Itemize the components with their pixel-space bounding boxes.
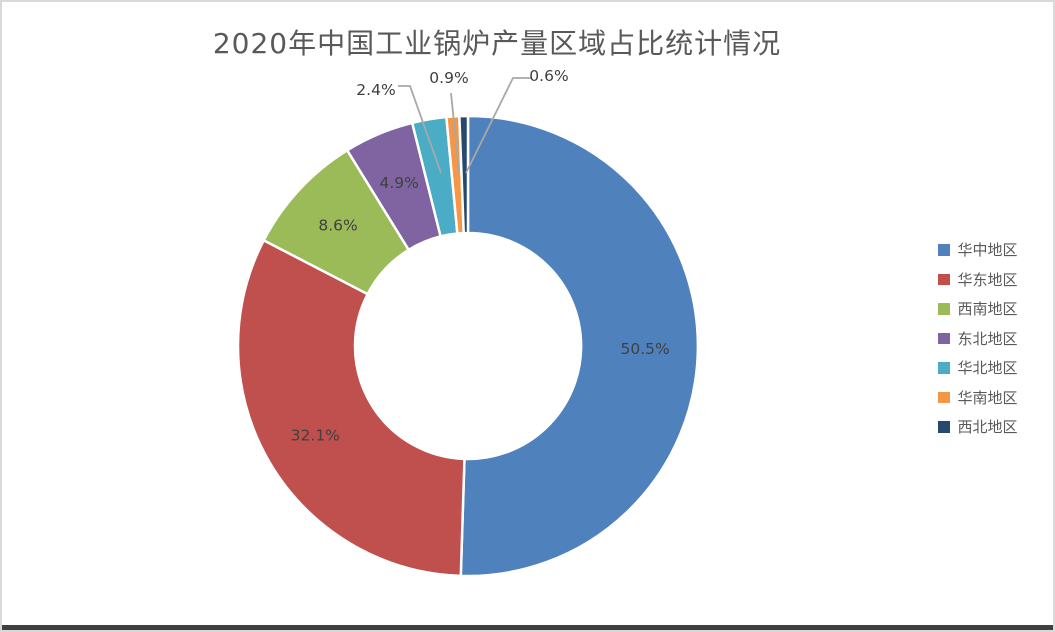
data-label: 4.9% xyxy=(380,174,419,192)
legend-item: 华东地区 xyxy=(938,265,1018,295)
legend-item: 西南地区 xyxy=(938,294,1018,324)
data-label: 50.5% xyxy=(620,340,669,358)
legend-label: 西南地区 xyxy=(957,300,1018,319)
data-label: 2.4% xyxy=(356,81,395,99)
pie-slice-华东地区 xyxy=(236,238,466,578)
legend-swatch xyxy=(938,303,950,315)
legend-label: 华东地区 xyxy=(957,270,1018,289)
data-label: 8.6% xyxy=(318,217,357,235)
legend-item: 华中地区 xyxy=(938,235,1018,265)
legend-swatch xyxy=(938,273,950,285)
leader-line xyxy=(465,77,532,174)
data-label: 32.1% xyxy=(291,427,340,445)
legend: 华中地区华东地区西南地区东北地区华北地区华南地区西北地区 xyxy=(938,235,1018,442)
legend-swatch xyxy=(938,391,950,403)
chart-title: 2020年中国工业锅炉产量区域占比统计情况 xyxy=(212,27,782,60)
legend-label: 华北地区 xyxy=(957,359,1018,378)
leader-line xyxy=(450,92,460,173)
legend-swatch xyxy=(938,362,950,374)
legend-label: 华南地区 xyxy=(957,388,1018,407)
legend-item: 华北地区 xyxy=(938,353,1018,383)
legend-swatch xyxy=(938,244,950,256)
legend-item: 东北地区 xyxy=(938,324,1018,354)
legend-swatch xyxy=(938,332,950,344)
leader-line xyxy=(398,85,442,174)
window-bottom-edge xyxy=(2,625,1053,630)
legend-item: 西北地区 xyxy=(938,412,1018,442)
legend-label: 华中地区 xyxy=(957,241,1018,260)
legend-item: 华南地区 xyxy=(938,383,1018,413)
legend-swatch xyxy=(938,421,950,433)
legend-label: 西北地区 xyxy=(957,418,1018,437)
pie-slice-华中地区 xyxy=(459,114,700,578)
data-label: 0.6% xyxy=(529,67,568,85)
legend-label: 东北地区 xyxy=(957,329,1018,348)
pie-slice-西北地区 xyxy=(458,114,470,235)
data-label: 0.9% xyxy=(429,69,468,87)
